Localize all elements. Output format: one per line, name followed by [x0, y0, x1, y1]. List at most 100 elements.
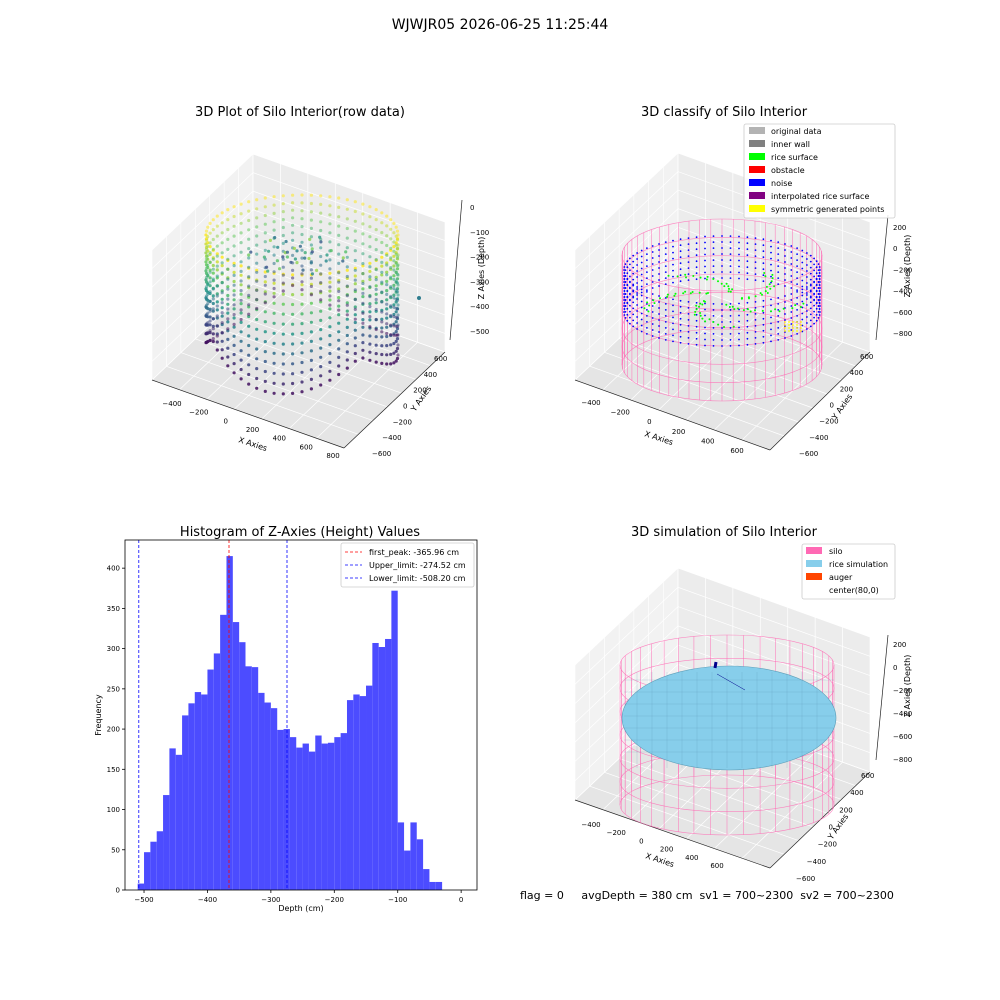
- noise-point: [640, 291, 643, 294]
- noise-point: [754, 261, 757, 263]
- noise-point: [762, 329, 765, 332]
- data-point: [232, 352, 236, 357]
- rice-surface-point: [720, 282, 723, 285]
- data-point: [385, 224, 389, 228]
- data-point: [309, 311, 313, 315]
- data-point: [392, 277, 396, 281]
- noise-point: [815, 272, 818, 275]
- data-point: [278, 267, 282, 271]
- y-tick-label: 0: [116, 887, 120, 895]
- figure-title: WJWJR05 2026-06-25 11:25:44: [391, 17, 609, 33]
- noise-point: [646, 277, 648, 279]
- symmetric-point: [788, 321, 790, 323]
- data-point: [380, 300, 384, 304]
- data-point: [361, 202, 365, 206]
- noise-point: [721, 265, 723, 267]
- z-tick-label: 200: [893, 641, 906, 649]
- histogram-bar: [429, 881, 436, 890]
- data-point: [291, 238, 295, 242]
- data-point: [396, 343, 400, 347]
- noise-point: [672, 322, 674, 325]
- data-point: [239, 273, 243, 277]
- noise-point: [636, 316, 638, 318]
- data-point: [385, 263, 389, 267]
- noise-point: [704, 241, 706, 244]
- symmetric-point: [796, 324, 798, 326]
- data-point: [226, 355, 230, 359]
- noise-point: [658, 255, 660, 257]
- data-point: [211, 332, 215, 336]
- data-point: [303, 256, 307, 260]
- rice-surface-point: [666, 293, 669, 296]
- noise-point: [664, 241, 667, 244]
- data-point: [211, 317, 215, 321]
- noise-point: [777, 303, 780, 305]
- noise-point: [729, 339, 732, 341]
- y-tick-label: −600: [796, 875, 815, 883]
- data-point: [263, 270, 267, 274]
- noise-point: [777, 327, 780, 329]
- data-point: [291, 231, 295, 235]
- noise-point: [672, 281, 674, 284]
- data-point: [309, 193, 313, 197]
- histogram-bar: [346, 700, 354, 890]
- data-point: [389, 352, 393, 356]
- histogram-bar: [327, 742, 335, 890]
- data-point: [309, 301, 313, 305]
- noise-point: [695, 325, 698, 328]
- data-point: [361, 321, 365, 325]
- rice-surface-point: [704, 320, 707, 323]
- data-point: [208, 270, 212, 274]
- data-point: [232, 303, 236, 307]
- rice-surface-point: [717, 280, 719, 283]
- data-point: [309, 210, 313, 214]
- data-point: [353, 200, 357, 204]
- rice-surface-point: [763, 272, 766, 274]
- data-point: [309, 330, 313, 334]
- data-point: [247, 228, 251, 232]
- data-point: [353, 336, 357, 340]
- noise-point: [817, 263, 820, 265]
- y-tick-label: −400: [807, 858, 826, 866]
- data-point: [301, 268, 305, 272]
- noise-point: [623, 305, 625, 307]
- noise-point: [813, 281, 815, 284]
- noise-point: [813, 316, 815, 319]
- data-point: [263, 320, 267, 324]
- noise-point: [746, 325, 749, 328]
- data-point: [272, 361, 276, 365]
- histogram-bar: [150, 841, 157, 890]
- noise-point: [721, 277, 723, 279]
- noise-point: [796, 283, 798, 285]
- data-point: [345, 274, 349, 279]
- data-point: [361, 333, 365, 337]
- data-point: [328, 276, 332, 280]
- noise-point: [636, 282, 638, 284]
- data-point: [337, 233, 341, 237]
- noise-point: [629, 299, 631, 302]
- noise-point: [762, 317, 765, 320]
- rice-surface-point: [791, 307, 794, 310]
- data-point: [385, 344, 389, 348]
- data-point: [263, 231, 267, 235]
- data-point: [272, 311, 276, 315]
- data-point: [324, 259, 328, 263]
- grid-line: [574, 567, 871, 666]
- data-point: [232, 244, 236, 248]
- data-point: [215, 348, 219, 352]
- rice-surface-point: [712, 321, 715, 323]
- z-tick-label: −400: [470, 303, 489, 311]
- data-point: [300, 283, 304, 287]
- data-point: [341, 259, 345, 263]
- noise-point: [640, 267, 643, 270]
- data-point: [368, 342, 372, 346]
- noise-point: [777, 339, 780, 341]
- y-tick-label: 400: [850, 789, 863, 797]
- data-point: [345, 268, 349, 272]
- data-point: [281, 382, 285, 386]
- noise-point: [738, 247, 740, 250]
- data-point: [232, 214, 236, 219]
- data-point: [353, 274, 357, 278]
- data-point: [303, 251, 307, 255]
- data-point: [328, 222, 332, 226]
